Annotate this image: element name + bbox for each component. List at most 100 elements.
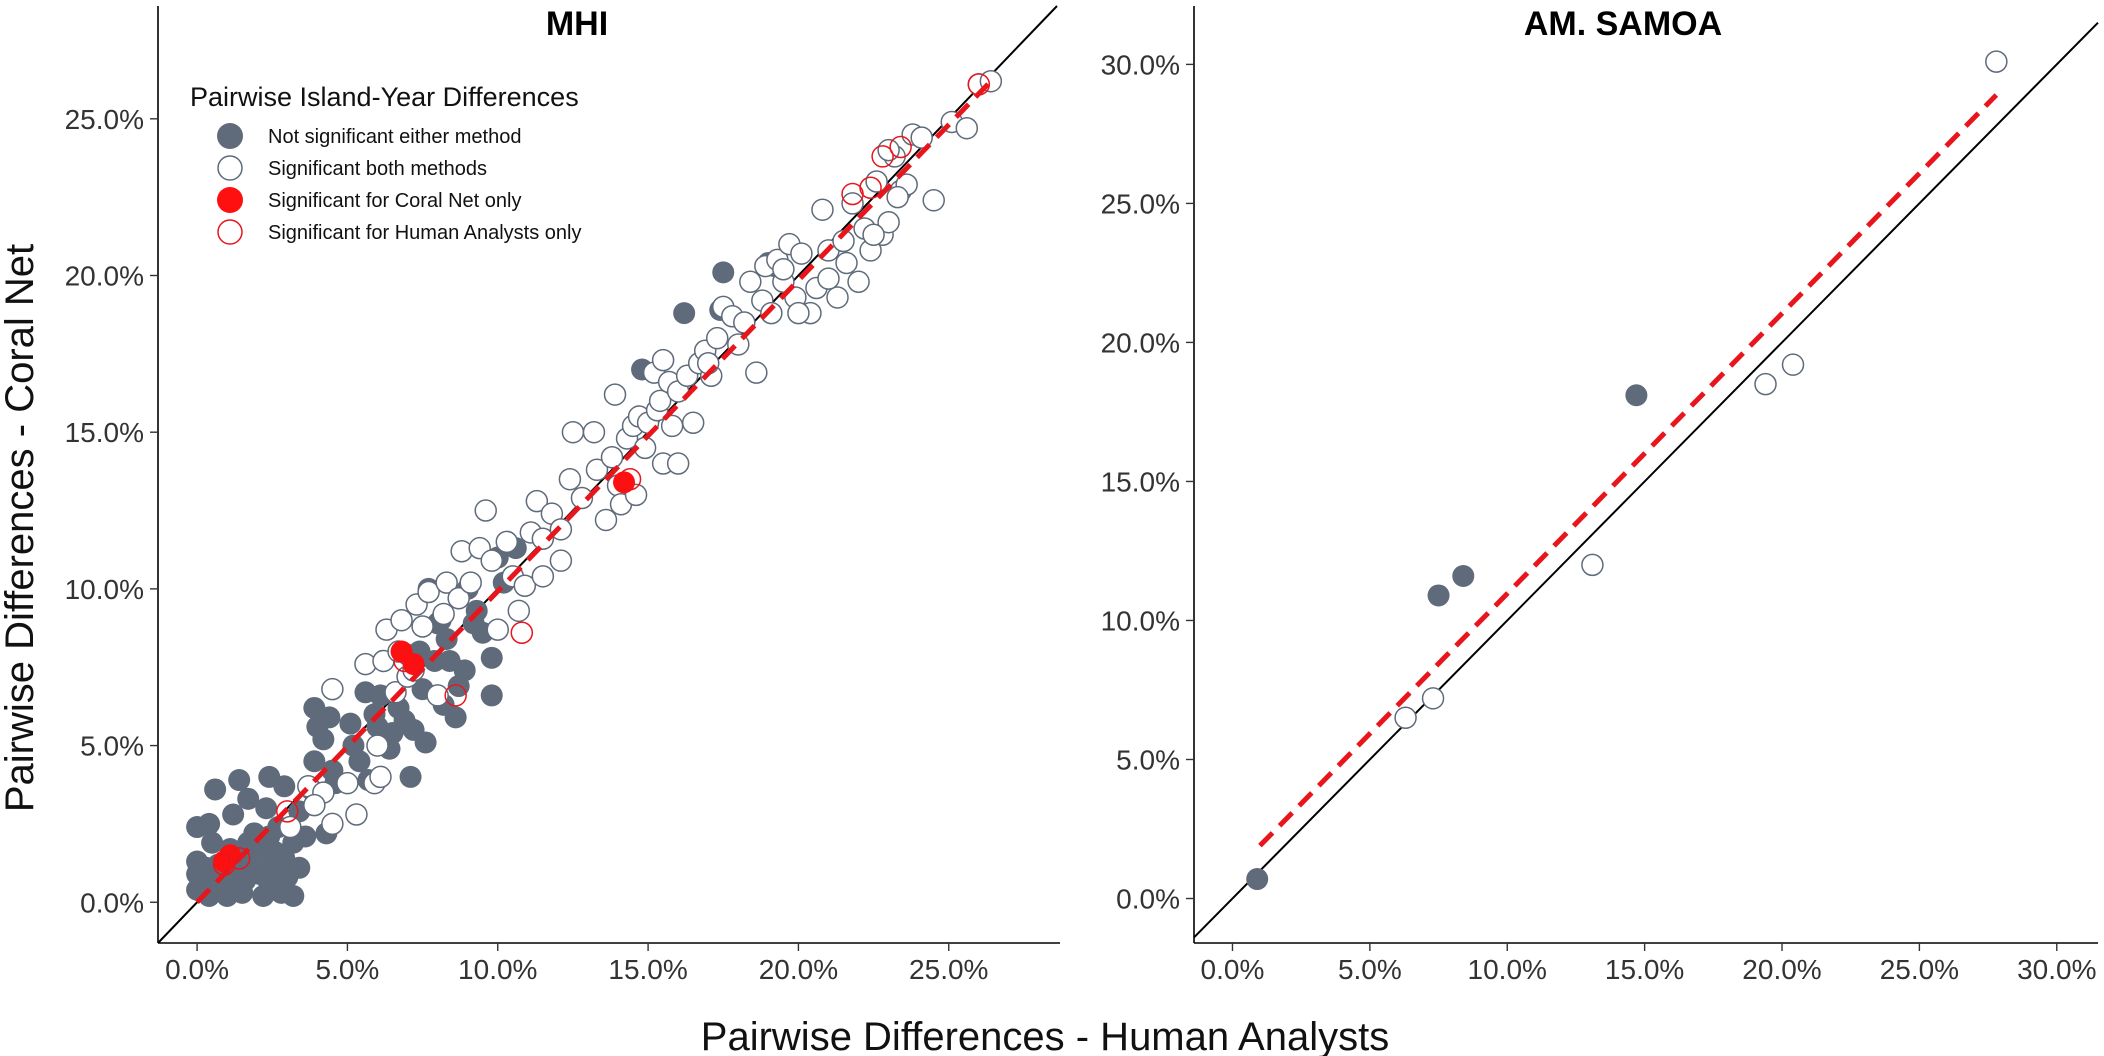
legend: Pairwise Island-Year Differences Not sig… bbox=[190, 82, 582, 245]
mhi-point-significant-for-human-analysts-only bbox=[227, 847, 251, 870]
mhi-point-significant-both-methods bbox=[835, 251, 858, 275]
mhi-point-significant-both-methods bbox=[603, 383, 627, 406]
mhi-point-significant-both-methods bbox=[862, 223, 885, 247]
mhi-point-significant-both-methods bbox=[507, 599, 531, 623]
am-samoa-x-tick-label: 0.0% bbox=[1201, 954, 1265, 985]
mhi-point-significant-both-methods bbox=[426, 684, 449, 707]
mhi-x-tick-label: 10.0% bbox=[458, 954, 537, 985]
mhi-point-significant-both-methods bbox=[772, 257, 795, 281]
mhi-point-significant-both-methods bbox=[417, 580, 440, 604]
mhi-point-significant-for-human-analysts-only bbox=[889, 135, 912, 159]
mhi-point-significant-both-methods bbox=[345, 803, 368, 826]
mhi-point-significant-for-human-analysts-only bbox=[859, 176, 882, 200]
mhi-point-not-significant-either-method bbox=[712, 261, 735, 284]
mhi-point-significant-both-methods bbox=[549, 549, 573, 572]
mhi-point-significant-both-methods bbox=[432, 602, 455, 626]
x-axis-title: Pairwise Differences - Human Analysts bbox=[701, 1015, 1389, 1056]
mhi-point-significant-both-methods bbox=[739, 270, 762, 294]
am-samoa-reference-line bbox=[1193, 21, 2099, 939]
mhi-point-not-significant-either-method bbox=[273, 775, 296, 798]
legend-label-significant-both: Significant both methods bbox=[268, 158, 487, 180]
mhi-point-significant-both-methods bbox=[480, 549, 503, 572]
mhi-point-significant-both-methods bbox=[811, 198, 834, 221]
am-samoa-fit-line bbox=[1258, 93, 1999, 848]
mhi-x-tick-label: 25.0% bbox=[909, 954, 988, 985]
am-samoa-point-not-significant-either-method bbox=[1427, 584, 1450, 607]
mhi-point-significant-both-methods bbox=[877, 138, 900, 162]
mhi-point-not-significant-either-method bbox=[288, 856, 311, 879]
mhi-point-not-significant-either-method bbox=[414, 731, 437, 754]
mhi-point-significant-both-methods bbox=[651, 348, 675, 372]
panel-title-mhi: MHI bbox=[546, 5, 608, 43]
legend-key-coral-net-only bbox=[217, 187, 243, 213]
am-samoa-x-tick-label: 20.0% bbox=[1742, 954, 1821, 985]
mhi-point-significant-both-methods bbox=[303, 793, 326, 817]
mhi-x-tick-label: 20.0% bbox=[759, 954, 838, 985]
am-samoa-x-tick-label: 10.0% bbox=[1468, 954, 1547, 985]
legend-key-significant-both bbox=[217, 155, 243, 181]
mhi-point-significant-for-human-analysts-only bbox=[618, 467, 642, 491]
mhi-point-significant-both-methods bbox=[531, 527, 555, 550]
mhi-point-significant-for-human-analysts-only bbox=[393, 649, 416, 673]
mhi-point-significant-both-methods bbox=[847, 270, 870, 294]
am-samoa-x-tick-label: 25.0% bbox=[1880, 954, 1959, 985]
mhi-point-significant-both-methods bbox=[790, 242, 813, 265]
mhi-point-significant-both-methods bbox=[760, 301, 783, 325]
mhi-point-significant-for-human-analysts-only bbox=[510, 621, 534, 645]
panel-mhi-plot-area: 0.0% 5.0% 10.0% 15.0% 20.0% 25.0% 0.0% 5.0% 10.0… bbox=[65, 5, 1060, 985]
mhi-point-significant-both-methods bbox=[447, 587, 470, 610]
am-samoa-y-tick-label: 0.0% bbox=[1116, 884, 1180, 915]
mhi-point-significant-both-methods bbox=[886, 185, 909, 209]
am-samoa-point-not-significant-either-method bbox=[1625, 384, 1648, 407]
mhi-point-significant-both-methods bbox=[558, 467, 582, 491]
mhi-y-tick-label: 5.0% bbox=[80, 731, 144, 762]
am-samoa-point-not-significant-either-method bbox=[1246, 868, 1269, 891]
mhi-point-significant-both-methods bbox=[582, 420, 606, 444]
mhi-point-significant-both-methods bbox=[865, 170, 888, 193]
mhi-point-not-significant-either-method bbox=[204, 778, 227, 801]
mhi-point-significant-both-methods bbox=[321, 812, 344, 836]
mhi-point-significant-both-methods bbox=[411, 615, 434, 638]
mhi-point-not-significant-either-method bbox=[339, 712, 362, 735]
mhi-point-significant-both-methods bbox=[787, 301, 810, 325]
mhi-point-significant-for-human-analysts-only bbox=[276, 800, 299, 823]
legend-key-human-analysts-only bbox=[217, 219, 243, 245]
mhi-point-significant-both-methods bbox=[561, 420, 585, 444]
mhi-point-significant-both-methods bbox=[369, 765, 392, 789]
mhi-point-significant-both-methods bbox=[910, 126, 933, 149]
mhi-point-significant-both-methods bbox=[513, 574, 537, 597]
mhi-fit-line bbox=[195, 76, 996, 904]
panel-am-samoa-plot-area: 0.0% 5.0% 10.0% 15.0% 20.0% 25.0% 30.0% 0.0% 5.0… bbox=[1101, 6, 2099, 985]
am-samoa-point-significant-both-methods bbox=[1985, 50, 2008, 73]
am-samoa-y-tick-label: 25.0% bbox=[1101, 188, 1180, 219]
mhi-y-tick-label: 20.0% bbox=[65, 261, 144, 292]
mhi-point-significant-both-methods bbox=[745, 361, 768, 384]
mhi-point-significant-both-methods bbox=[525, 489, 549, 513]
mhi-point-not-significant-either-method bbox=[480, 646, 503, 669]
mhi-point-not-significant-either-method bbox=[399, 765, 422, 788]
mhi-y-tick-label: 25.0% bbox=[65, 104, 144, 135]
mhi-point-significant-both-methods bbox=[600, 446, 624, 469]
mhi-point-not-significant-either-method bbox=[318, 706, 341, 729]
mhi-point-not-significant-either-method bbox=[423, 649, 446, 672]
mhi-point-significant-both-methods bbox=[474, 499, 497, 522]
mhi-point-significant-both-methods bbox=[531, 565, 555, 588]
mhi-x-tick-label: 15.0% bbox=[608, 954, 687, 985]
mhi-point-not-significant-either-method bbox=[201, 831, 224, 854]
mhi-point-significant-both-methods bbox=[648, 389, 672, 413]
panel-title-am-samoa: AM. SAMOA bbox=[1524, 5, 1722, 43]
mhi-point-not-significant-either-method bbox=[303, 750, 326, 773]
mhi-point-significant-both-methods bbox=[486, 618, 510, 641]
mhi-y-tick-label: 0.0% bbox=[80, 887, 144, 918]
mhi-point-not-significant-either-method bbox=[198, 812, 221, 835]
mhi-point-not-significant-either-method bbox=[255, 797, 278, 820]
panel-mhi: MHI 0.0% 5.0% 10.0% 15.0% 20.0% 25.0% 0.0% 5.0%… bbox=[65, 5, 1060, 985]
mhi-point-significant-both-methods bbox=[666, 452, 690, 475]
am-samoa-y-tick-label: 5.0% bbox=[1116, 744, 1180, 775]
am-samoa-y-tick-label: 15.0% bbox=[1101, 466, 1180, 497]
am-samoa-point-significant-both-methods bbox=[1394, 706, 1417, 730]
mhi-point-significant-both-methods bbox=[495, 530, 519, 554]
am-samoa-x-tick-label: 15.0% bbox=[1605, 954, 1684, 985]
mhi-point-not-significant-either-method bbox=[228, 769, 251, 792]
